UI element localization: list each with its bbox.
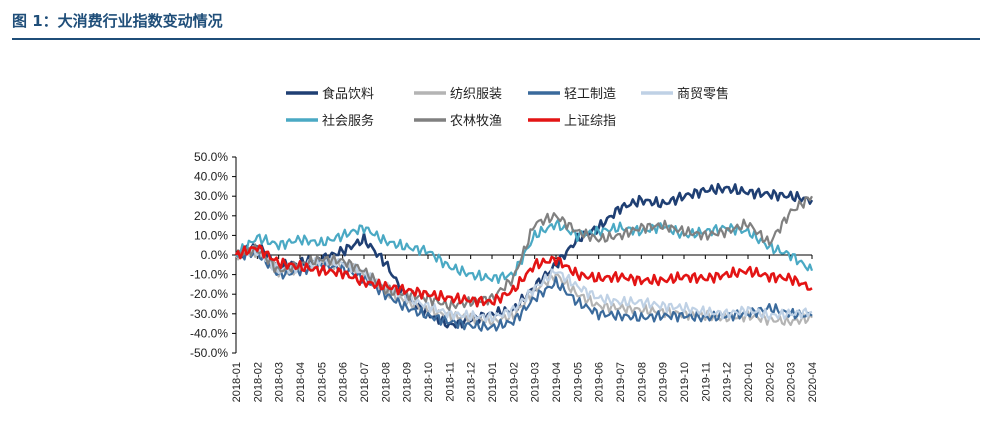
legend-label: 轻工制造	[564, 87, 616, 102]
x-tick-label: 2019-05	[572, 362, 584, 402]
x-tick-label: 2019-06	[594, 362, 606, 402]
series-line-7	[234, 244, 813, 308]
x-tick-label: 2019-11	[700, 362, 712, 402]
legend-label: 农林牧渔	[450, 114, 502, 129]
x-tick-label: 2018-05	[316, 362, 328, 402]
x-tick-label: 2019-12	[722, 362, 734, 402]
x-tick-label: 2018-10	[423, 362, 435, 402]
x-tick-label: 2018-01	[231, 362, 243, 402]
plot-area	[234, 182, 814, 332]
y-tick-label: -50.0%	[190, 346, 228, 360]
x-tick-label: 2019-10	[679, 362, 691, 402]
x-tick-label: 2018-12	[466, 362, 478, 402]
x-tick-label: 2018-03	[274, 362, 286, 402]
x-tick-label: 2018-07	[359, 362, 371, 402]
x-tick-label: 2019-03	[530, 362, 542, 402]
y-tick-label: 50.0%	[194, 150, 228, 164]
series-line-4	[235, 245, 813, 323]
x-tick-label: 2019-08	[636, 362, 648, 402]
figure-header: 图 1：大消费行业指数变动情况	[12, 6, 980, 40]
y-tick-label: 20.0%	[194, 209, 228, 223]
y-tick-label: -10.0%	[190, 268, 228, 282]
x-tick-label: 2020-04	[807, 362, 819, 402]
x-tick-label: 2020-01	[743, 362, 755, 402]
y-tick-label: -20.0%	[190, 287, 228, 301]
y-tick-label: 10.0%	[194, 228, 228, 242]
legend-label: 食品饮料	[322, 86, 374, 102]
x-tick-label: 2020-03	[786, 362, 798, 402]
x-tick-label: 2018-11	[444, 362, 456, 402]
legend-label: 社会服务	[322, 113, 374, 129]
y-tick-label: -40.0%	[190, 326, 228, 340]
x-tick-label: 2018-09	[402, 362, 414, 402]
legend-label: 商贸零售	[677, 86, 729, 102]
y-tick-label: 40.0%	[194, 170, 228, 184]
legend-label: 上证综指	[564, 114, 616, 129]
figure-title: 图 1：大消费行业指数变动情况	[12, 12, 223, 30]
x-axis: 2018-01 2018-02 2018-03 2018-04 2018-05 2018-…	[231, 254, 819, 402]
x-tick-label: 2018-04	[295, 362, 307, 402]
legend-label: 纺织服装	[450, 87, 502, 102]
x-tick-label: 2018-06	[338, 362, 350, 402]
y-axis: 50.0% 40.0% 30.0% 20.0% 10.0% 0.0% -10.0% -20.0…	[190, 150, 237, 360]
x-tick-label: 2020-02	[764, 362, 776, 402]
series-line-6	[234, 195, 813, 311]
x-tick-label: 2019-02	[508, 362, 520, 402]
series-line-5	[235, 218, 814, 284]
x-tick-label: 2019-04	[551, 362, 563, 402]
x-tick-label: 2019-09	[658, 362, 670, 402]
x-tick-label: 2018-08	[380, 362, 392, 402]
y-tick-label: 30.0%	[194, 189, 228, 203]
x-tick-label: 2019-01	[487, 362, 499, 402]
series-line-3	[235, 249, 813, 332]
y-tick-label: -30.0%	[190, 307, 228, 321]
y-tick-label: 0.0%	[201, 248, 229, 262]
x-tick-label: 2019-07	[615, 362, 627, 402]
x-tick-label: 2018-02	[252, 362, 264, 402]
